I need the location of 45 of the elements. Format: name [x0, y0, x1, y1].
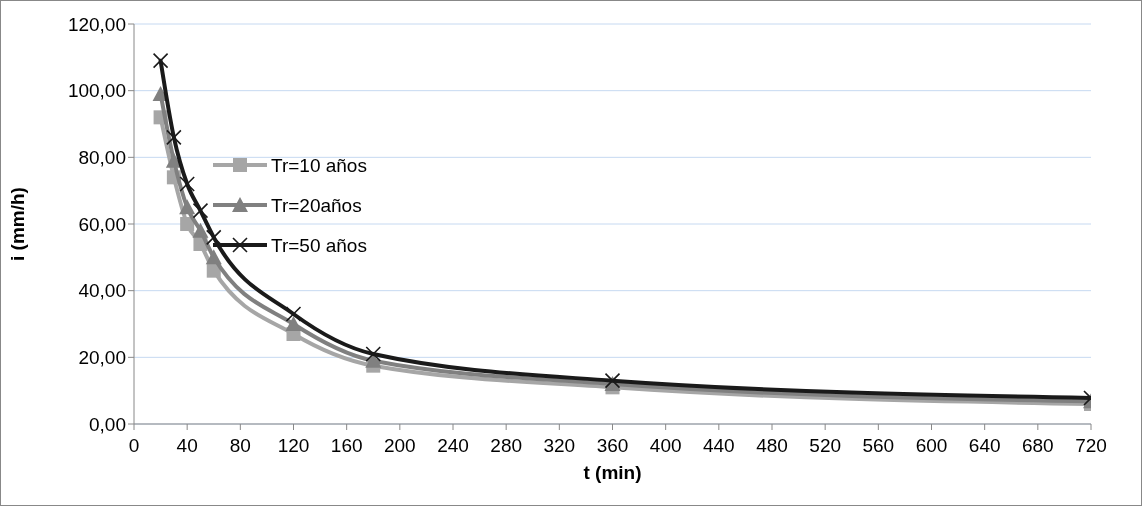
x-tick-label: 240 [437, 435, 469, 456]
point [205, 249, 222, 265]
x-tick-label: 600 [915, 435, 948, 456]
y-tick-label: 80,00 [78, 146, 126, 168]
point [179, 176, 195, 192]
y-tick-label: 0,00 [89, 413, 126, 435]
x-axis-title: t (min) [583, 462, 642, 483]
x-tick-label: 80 [229, 435, 251, 456]
point [604, 372, 621, 389]
legend-label: Tr=20años [271, 194, 362, 216]
point [152, 52, 169, 69]
y-axis-title: i (mm/h) [7, 187, 28, 261]
x-tick-label: 440 [702, 435, 735, 456]
x-tick-label: 200 [383, 435, 416, 456]
x-tick-label: 520 [809, 435, 842, 456]
legend-label: Tr=10 años [271, 154, 367, 176]
x-tick-label: 680 [1021, 435, 1054, 456]
x-tick-label: 0 [128, 435, 140, 456]
x-tick-label: 280 [490, 435, 523, 456]
y-tick-label: 120,00 [67, 13, 126, 35]
point [179, 199, 196, 215]
point [192, 202, 209, 219]
x-tick-label: 640 [968, 435, 1001, 456]
y-tick-label: 20,00 [78, 346, 126, 368]
point [285, 316, 302, 331]
x-tick-label: 400 [649, 435, 682, 456]
point [166, 129, 182, 146]
point [192, 222, 209, 238]
point [165, 152, 182, 168]
y-tick-label: 100,00 [67, 80, 126, 102]
point [205, 229, 222, 246]
x-tick-label: 120 [277, 435, 310, 456]
point [180, 217, 195, 231]
x-tick-label: 560 [862, 435, 895, 456]
x-tick-label: 40 [176, 435, 198, 456]
point [285, 306, 302, 322]
x-tick-label: 160 [330, 435, 363, 456]
legend-label: Tr=50 años [271, 234, 367, 256]
point [365, 346, 382, 362]
x-tick-label: 720 [1075, 435, 1107, 456]
y-tick-label: 60,00 [78, 213, 126, 235]
y-tick-label: 40,00 [78, 280, 126, 302]
x-tick-label: 480 [756, 435, 788, 456]
x-tick-label: 320 [543, 435, 576, 456]
x-tick-label: 360 [596, 435, 629, 456]
